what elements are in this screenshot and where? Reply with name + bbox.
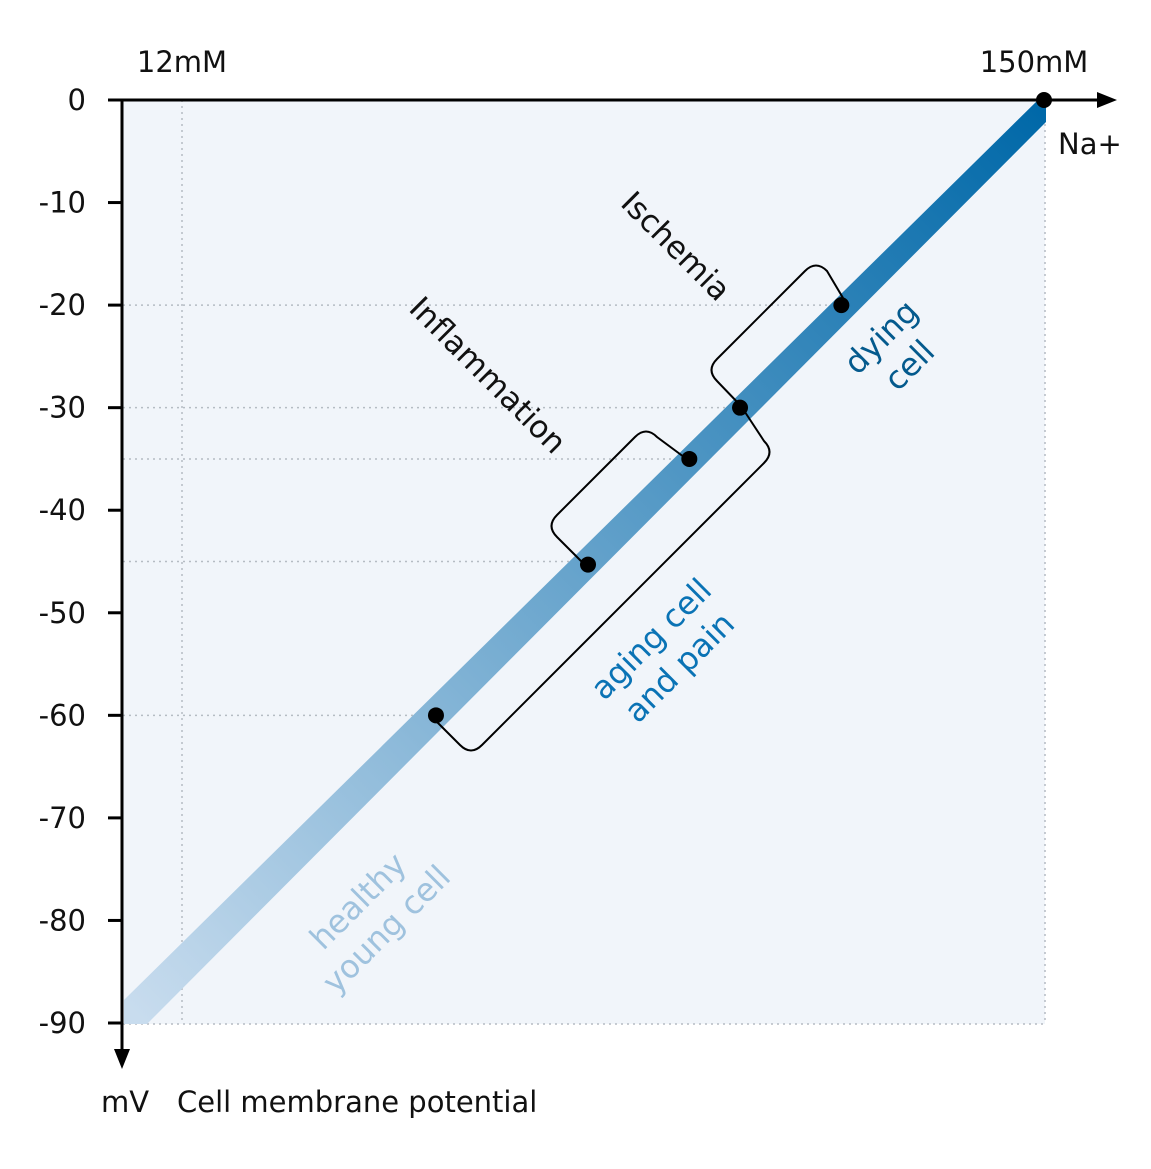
y-axis-label: Cell membrane potential: [177, 1085, 537, 1119]
y-ticks: 0 -10 -20 -30 -40 -50 -60 -70 -80 -90: [39, 83, 122, 1040]
data-points: [427, 92, 1052, 724]
y-axis-arrow: [114, 1049, 130, 1069]
y-tick-label: -10: [39, 186, 86, 220]
y-tick-label: -80: [39, 903, 86, 937]
bracket-3: [431, 405, 771, 752]
y-tick-label: -70: [39, 801, 86, 835]
data-point: [732, 399, 749, 416]
x-axis-label: Na+: [1058, 127, 1122, 161]
y-tick-label: -20: [39, 288, 86, 322]
bracket-2: [710, 264, 847, 407]
y-tick-label: -40: [39, 493, 86, 527]
data-point: [580, 556, 596, 573]
top-label-right: 150mM: [980, 45, 1089, 79]
data-point: [681, 450, 698, 467]
y-axis-unit: mV: [101, 1085, 149, 1119]
y-tick-label: -30: [39, 391, 86, 425]
data-point: [1036, 92, 1052, 108]
data-point: [427, 707, 444, 724]
bracket-1: [550, 430, 689, 564]
y-tick-label: -60: [39, 698, 86, 732]
y-tick-label: -50: [39, 596, 86, 630]
brackets: [431, 264, 847, 752]
y-tick-label: 0: [68, 83, 86, 117]
data-point: [833, 297, 850, 314]
x-axis-arrow: [1097, 92, 1117, 108]
y-tick-label: -90: [39, 1006, 86, 1040]
top-label-left: 12mM: [137, 45, 227, 79]
grid-layer: [123, 100, 1046, 1025]
